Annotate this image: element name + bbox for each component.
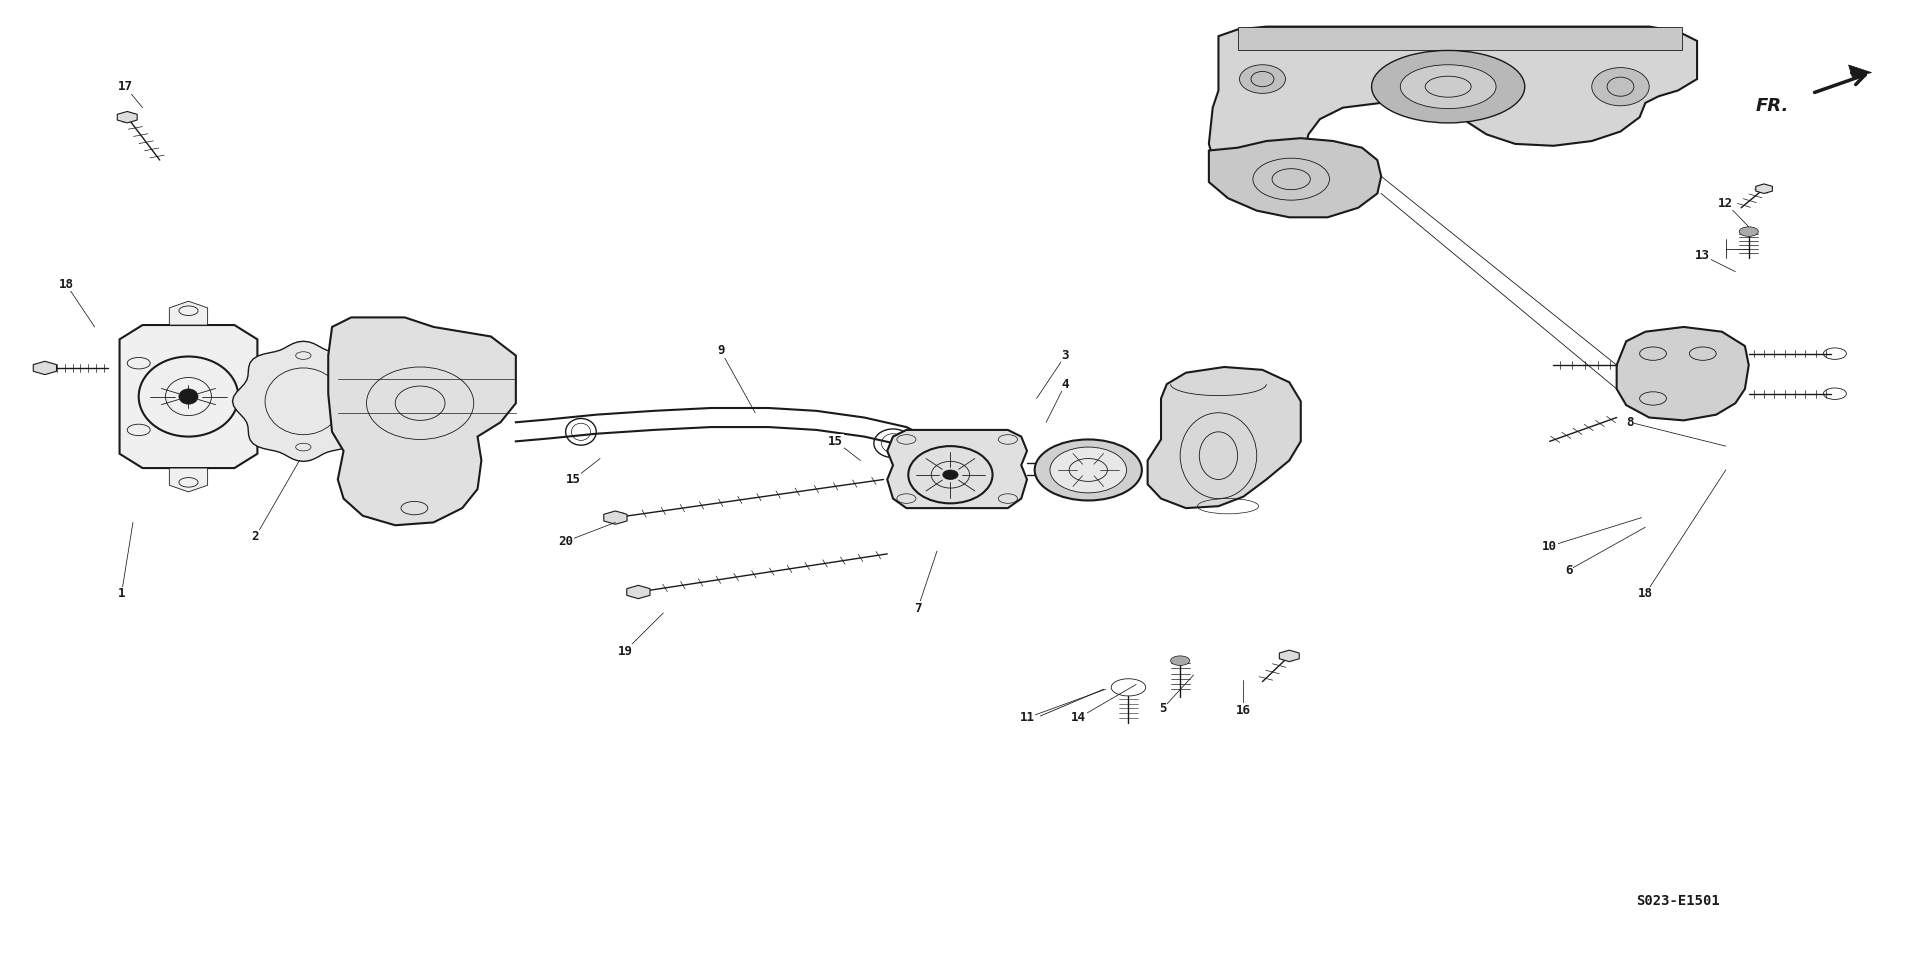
Polygon shape [119, 325, 257, 468]
Ellipse shape [1240, 65, 1286, 93]
Bar [1238, 27, 1682, 51]
Text: 18: 18 [1638, 588, 1653, 600]
Polygon shape [232, 341, 374, 461]
Text: 19: 19 [618, 644, 632, 658]
Polygon shape [328, 317, 516, 526]
Polygon shape [117, 111, 136, 123]
Polygon shape [169, 468, 207, 492]
Text: 17: 17 [117, 81, 132, 93]
Polygon shape [33, 362, 56, 375]
Ellipse shape [1171, 656, 1190, 666]
Text: 14: 14 [1071, 712, 1087, 724]
Text: 15: 15 [828, 434, 843, 448]
Text: 5: 5 [1160, 702, 1167, 714]
Text: 12: 12 [1718, 197, 1734, 209]
Text: 18: 18 [58, 277, 73, 291]
Text: 8: 8 [1626, 416, 1634, 429]
Polygon shape [1210, 27, 1697, 170]
Polygon shape [1148, 367, 1300, 508]
Text: 15: 15 [566, 473, 580, 486]
Ellipse shape [1050, 447, 1127, 493]
Text: 1: 1 [117, 588, 125, 600]
Text: 16: 16 [1236, 704, 1250, 716]
Text: 7: 7 [914, 601, 922, 615]
Polygon shape [169, 301, 207, 325]
Ellipse shape [943, 470, 958, 480]
Ellipse shape [1592, 68, 1649, 105]
Text: FR.: FR. [1755, 97, 1789, 115]
Text: 2: 2 [252, 530, 259, 543]
Text: 13: 13 [1695, 249, 1711, 262]
Ellipse shape [1371, 51, 1524, 123]
Text: S023-E1501: S023-E1501 [1636, 894, 1720, 908]
Polygon shape [1617, 327, 1749, 420]
Polygon shape [1279, 650, 1300, 662]
Ellipse shape [179, 389, 198, 404]
Polygon shape [1755, 184, 1772, 194]
Polygon shape [887, 430, 1027, 508]
Polygon shape [1849, 65, 1872, 78]
Text: 4: 4 [1062, 378, 1069, 390]
Polygon shape [603, 511, 628, 525]
Ellipse shape [1740, 227, 1759, 236]
Ellipse shape [1400, 65, 1496, 108]
Text: 20: 20 [559, 535, 574, 548]
Text: 11: 11 [1020, 712, 1035, 724]
Text: 10: 10 [1542, 540, 1557, 552]
Text: 6: 6 [1565, 564, 1572, 576]
Ellipse shape [1035, 439, 1142, 501]
Text: 3: 3 [1062, 349, 1069, 363]
Polygon shape [1210, 138, 1380, 218]
Polygon shape [626, 585, 651, 598]
Text: 9: 9 [716, 344, 724, 358]
